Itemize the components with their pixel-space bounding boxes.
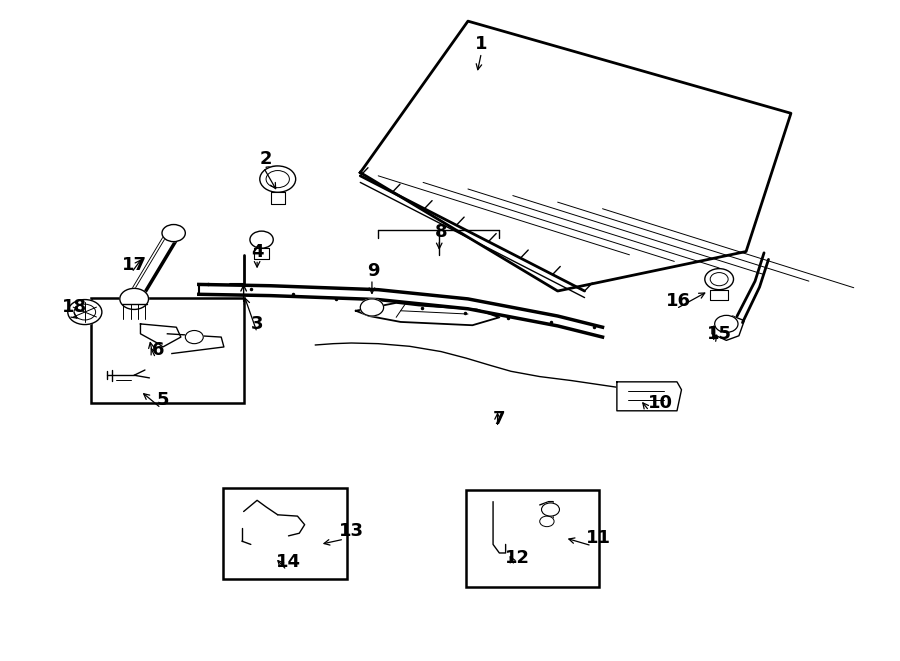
Text: 2: 2 (260, 150, 273, 169)
Circle shape (360, 299, 383, 316)
Text: 7: 7 (493, 410, 506, 428)
Text: 1: 1 (475, 35, 488, 53)
Text: 5: 5 (157, 391, 169, 408)
Circle shape (715, 315, 738, 332)
Text: 14: 14 (276, 553, 301, 571)
Text: 16: 16 (666, 292, 691, 310)
Text: 6: 6 (152, 341, 165, 359)
Text: 13: 13 (338, 522, 364, 540)
Bar (466, 490, 598, 587)
Circle shape (705, 268, 734, 290)
Circle shape (540, 516, 554, 527)
Circle shape (260, 166, 296, 192)
Circle shape (266, 171, 290, 188)
Circle shape (185, 330, 203, 344)
Text: 8: 8 (435, 223, 447, 241)
Text: 10: 10 (648, 394, 673, 412)
Text: 12: 12 (505, 549, 530, 566)
Bar (91, 297, 244, 403)
Text: 11: 11 (586, 529, 610, 547)
Text: 18: 18 (62, 299, 87, 317)
Circle shape (542, 503, 560, 516)
Text: 4: 4 (251, 243, 264, 260)
Polygon shape (616, 382, 681, 410)
Circle shape (74, 304, 95, 320)
Circle shape (710, 272, 728, 286)
Circle shape (250, 231, 274, 249)
Text: 15: 15 (706, 325, 732, 343)
Text: 17: 17 (122, 256, 147, 274)
Circle shape (162, 225, 185, 242)
Circle shape (68, 299, 102, 325)
Bar (223, 488, 346, 579)
Circle shape (120, 288, 148, 309)
Text: 9: 9 (367, 262, 380, 280)
Text: 3: 3 (251, 315, 264, 333)
